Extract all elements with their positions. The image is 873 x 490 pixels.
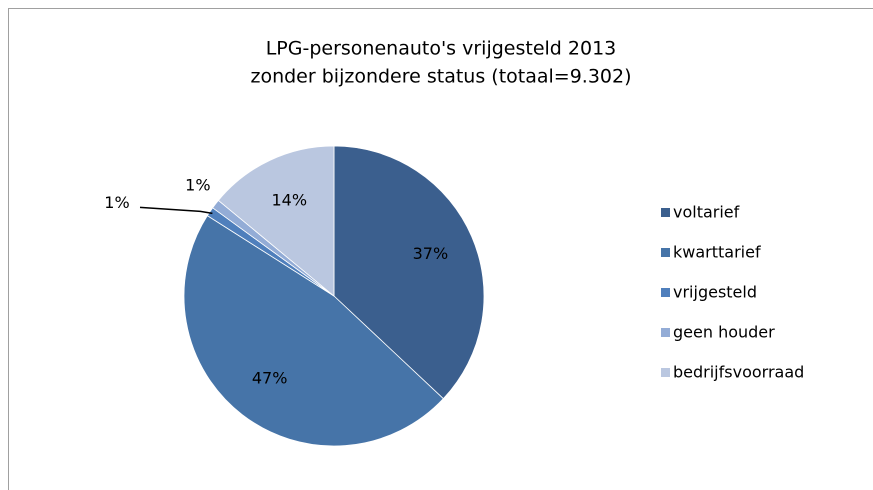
legend-label: bedrijfsvoorraad: [673, 363, 804, 382]
legend-label: geen houder: [673, 323, 775, 342]
data-label: 1%: [104, 193, 129, 212]
legend-label: kwarttarief: [673, 243, 761, 262]
data-label: 14%: [272, 190, 308, 209]
data-label: 47%: [252, 368, 288, 387]
legend-swatch: [661, 248, 670, 257]
legend-label: vrijgesteld: [673, 283, 757, 302]
leader-line: [139, 206, 213, 215]
legend-swatch: [661, 368, 670, 377]
chart-title: LPG-personenauto's vrijgesteld 2013: [266, 38, 617, 60]
legend-label: voltarief: [673, 203, 740, 222]
legend-swatch: [661, 288, 670, 297]
legend-swatch: [661, 328, 670, 337]
data-label: 1%: [185, 175, 210, 194]
legend-swatch: [661, 208, 670, 217]
chart-title: zonder bijzondere status (totaal=9.302): [250, 66, 631, 88]
pie-slice: [183, 215, 444, 447]
pie-slice: [333, 145, 485, 400]
data-label: 37%: [413, 244, 449, 263]
pie-slice: [217, 145, 335, 297]
